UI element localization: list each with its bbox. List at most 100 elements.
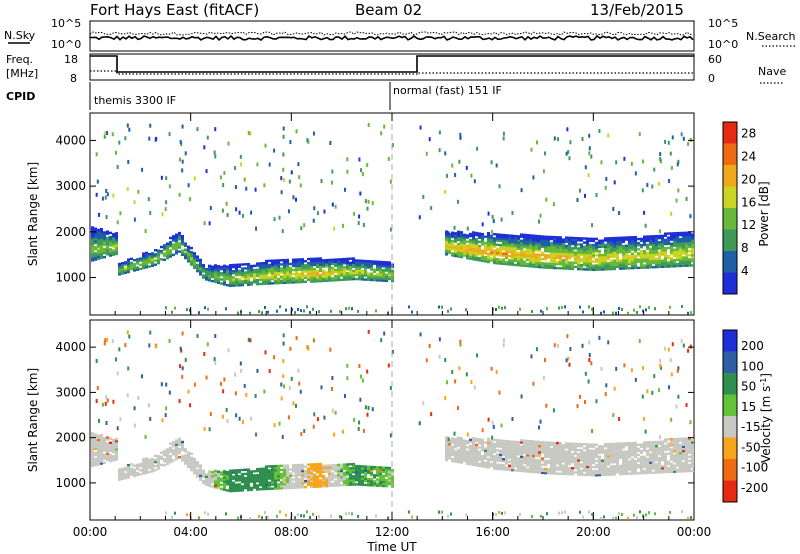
velocity-scatter-point xyxy=(181,374,184,379)
power-cell xyxy=(652,257,655,261)
power-cell xyxy=(628,246,631,249)
power-cell xyxy=(307,272,310,275)
power-scatter-point xyxy=(357,309,359,313)
power-cell xyxy=(661,265,664,268)
power-cell xyxy=(319,267,322,271)
power-cell xyxy=(574,251,577,254)
power-cell xyxy=(511,255,514,258)
power-cell xyxy=(670,236,673,239)
power-cell xyxy=(652,259,655,263)
power-cell xyxy=(577,257,580,261)
power-cell xyxy=(634,235,637,239)
power-cell xyxy=(391,271,394,275)
velocity-cell xyxy=(556,462,559,465)
velocity-cell xyxy=(613,446,616,450)
power-cell xyxy=(358,261,361,264)
power-cell xyxy=(667,265,670,268)
power-cell xyxy=(331,279,334,282)
velocity-cell xyxy=(472,449,475,452)
power-cell xyxy=(253,264,256,268)
power-scatter-point xyxy=(660,159,663,164)
power-cell xyxy=(535,265,538,269)
power-cell xyxy=(547,250,550,253)
velocity-cell xyxy=(553,472,556,475)
velocity-cell xyxy=(214,486,217,489)
power-cell xyxy=(532,252,535,256)
power-cell xyxy=(244,279,247,283)
power-cell xyxy=(217,279,220,282)
velocity-cell xyxy=(604,473,607,477)
velocity-cell xyxy=(454,458,457,461)
velocity-scatter-point xyxy=(126,393,129,398)
velocity-cell xyxy=(226,481,229,484)
velocity-cell xyxy=(592,459,595,463)
power-cell xyxy=(553,260,556,264)
velocity-cell xyxy=(211,481,214,484)
power-cell xyxy=(316,257,319,260)
velocity-cell xyxy=(379,480,382,483)
power-cell xyxy=(541,266,544,269)
velocity-scatter-point xyxy=(425,358,428,363)
power-cell xyxy=(388,263,391,266)
power-cell xyxy=(379,273,382,276)
power-cell xyxy=(454,250,457,254)
velocity-cell xyxy=(328,470,331,473)
velocity-cell xyxy=(91,454,94,458)
power-cell xyxy=(127,270,130,274)
velocity-cell xyxy=(511,464,514,468)
power-cell xyxy=(259,274,262,277)
power-colorbar-tick: 20 xyxy=(741,172,756,186)
velocity-cell xyxy=(523,443,526,446)
power-cell xyxy=(103,249,106,253)
velocity-cell xyxy=(688,459,691,463)
power-cell xyxy=(490,240,493,244)
power-cell xyxy=(565,246,568,250)
velocity-cell xyxy=(247,474,250,477)
velocity-cell xyxy=(286,464,289,467)
power-cell xyxy=(517,241,520,244)
velocity-cell xyxy=(571,452,574,456)
power-cell xyxy=(466,256,469,260)
power-cell xyxy=(637,266,640,270)
power-cell xyxy=(673,242,676,245)
velocity-cell xyxy=(568,468,571,472)
velocity-cell xyxy=(622,466,625,470)
power-cell xyxy=(334,258,337,261)
velocity-cell xyxy=(601,469,604,473)
velocity-cell xyxy=(346,463,349,466)
power-cell xyxy=(622,244,625,248)
power-cell xyxy=(691,260,694,263)
velocity-cell xyxy=(634,468,637,471)
velocity-cell xyxy=(493,459,496,462)
power-cell xyxy=(571,238,574,242)
power-cell xyxy=(139,263,142,266)
power-cell xyxy=(496,233,499,236)
velocity-cell xyxy=(640,471,643,475)
velocity-cell xyxy=(568,444,571,447)
velocity-cell xyxy=(187,463,190,466)
velocity-cell xyxy=(214,471,217,475)
velocity-scatter-point xyxy=(209,412,212,417)
velocity-cell xyxy=(232,487,235,491)
power-cell xyxy=(532,265,535,268)
power-cell xyxy=(508,240,511,243)
velocity-cell xyxy=(298,473,301,477)
power-cell xyxy=(106,246,109,250)
power-cell xyxy=(487,240,490,243)
power-cell xyxy=(160,245,163,249)
velocity-cell xyxy=(607,451,610,454)
velocity-cell xyxy=(637,472,640,475)
velocity-cell xyxy=(460,457,463,460)
power-cell xyxy=(307,278,310,281)
power-cell xyxy=(538,253,541,256)
velocity-scatter-point xyxy=(553,343,556,348)
power-scatter-point xyxy=(459,135,462,140)
velocity-cell xyxy=(643,455,646,458)
power-cell xyxy=(652,253,655,257)
velocity-cell xyxy=(601,473,604,477)
power-scatter-point xyxy=(288,179,291,184)
power-cell xyxy=(343,257,346,261)
velocity-cell xyxy=(529,466,532,469)
velocity-scatter-point xyxy=(648,511,650,515)
velocity-cell xyxy=(619,444,622,447)
